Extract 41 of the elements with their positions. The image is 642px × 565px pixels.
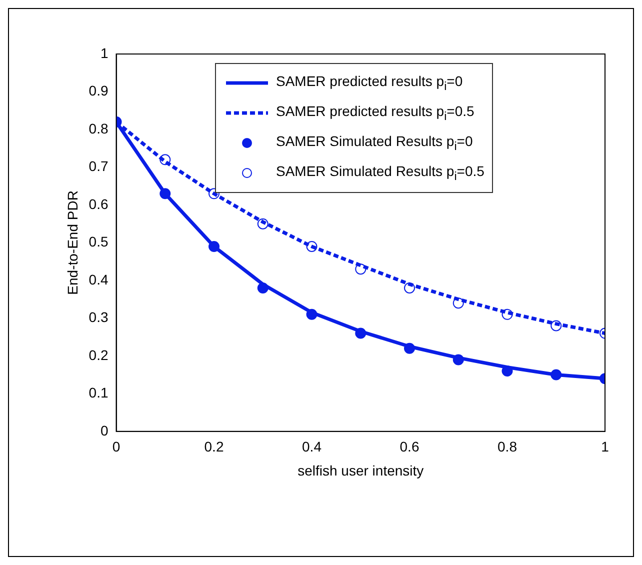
y-axis-title: End-to-End PDR <box>64 190 80 295</box>
legend-label: SAMER predicted results p$_{i}$=0 <box>276 73 463 93</box>
point <box>306 240 318 252</box>
point <box>306 308 318 320</box>
y-tick-label: 0.4 <box>88 271 108 288</box>
y-tick-label: 0.8 <box>88 120 108 136</box>
y-tick-label: 0.6 <box>88 196 108 212</box>
y-tick-label: 0.3 <box>88 309 108 326</box>
y-tick-label: 0.2 <box>88 346 108 363</box>
y-tick-label: 0.9 <box>88 82 108 99</box>
point <box>160 188 171 200</box>
point <box>404 282 416 294</box>
point <box>452 354 464 366</box>
point <box>550 369 562 380</box>
x-tick-label: 1 <box>601 438 610 455</box>
legend-label: SAMER predicted results p$_{i}$=0.5 <box>276 103 474 123</box>
point <box>257 282 268 294</box>
x-tick-label: 0.6 <box>400 438 420 455</box>
y-tick-label: 0.5 <box>88 234 108 250</box>
y-tick-label: 1 <box>100 44 108 61</box>
point <box>502 308 513 320</box>
x-tick-label: 0.8 <box>498 438 518 455</box>
point <box>160 154 171 166</box>
x-tick-label: 0.4 <box>302 438 322 455</box>
legend-label: SAMER Simulated Results p$_{i}$=0 <box>276 133 473 153</box>
y-tick-label: 0 <box>100 422 108 438</box>
point <box>502 366 513 377</box>
point <box>355 328 366 339</box>
point <box>452 298 464 309</box>
y-tick-label: 0.1 <box>88 384 108 401</box>
x-tick-label: 0.2 <box>204 438 224 455</box>
point <box>355 264 366 275</box>
point <box>208 240 220 252</box>
x-axis-title: selfish user intensity <box>298 462 424 478</box>
point <box>550 320 562 332</box>
point <box>404 342 416 354</box>
y-tick-label: 0.7 <box>88 158 108 174</box>
legend-label: SAMER Simulated Results p$_{i}$=0.5 <box>276 163 484 183</box>
x-tick-label: 0 <box>112 438 120 455</box>
point <box>208 188 220 200</box>
point <box>257 218 268 230</box>
